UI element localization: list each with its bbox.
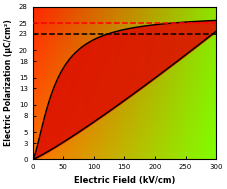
X-axis label: Electric Field (kV/cm): Electric Field (kV/cm) [74, 176, 175, 185]
Y-axis label: Electric Polarization (μC/cm²): Electric Polarization (μC/cm²) [4, 20, 13, 146]
